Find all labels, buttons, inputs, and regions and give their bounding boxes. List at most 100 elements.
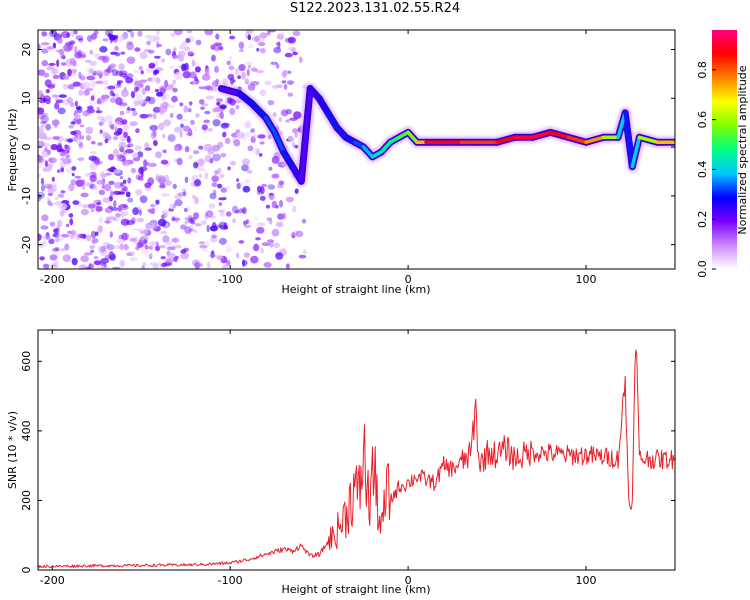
noise-blob	[250, 128, 256, 133]
noise-blob	[211, 182, 218, 188]
noise-blob	[109, 253, 116, 261]
noise-blob	[255, 237, 261, 241]
noise-blob	[206, 224, 210, 233]
noise-blob	[272, 62, 276, 69]
ridge-segment	[335, 125, 348, 140]
noise-blob	[218, 221, 227, 229]
noise-blob	[173, 126, 183, 133]
noise-blob	[98, 245, 102, 253]
noise-blob	[189, 71, 197, 79]
noise-blob	[56, 219, 63, 228]
noise-blob	[130, 167, 137, 174]
noise-blob	[129, 30, 134, 38]
noise-blob	[174, 146, 179, 152]
noise-blob	[205, 210, 214, 218]
noise-blob	[209, 192, 217, 200]
noise-blob	[80, 208, 89, 216]
noise-blob	[160, 193, 170, 197]
noise-blob	[222, 131, 227, 138]
colorbar: 0.0 0.2 0.4 0.6 0.8 Normalized spectral ampl…	[696, 30, 749, 278]
noise-blob	[49, 254, 58, 261]
noise-blob	[134, 86, 138, 93]
noise-blob	[247, 44, 255, 49]
noise-blob	[118, 141, 127, 149]
noise-blob	[41, 31, 48, 37]
noise-blob	[88, 262, 92, 269]
noise-blob	[95, 110, 103, 114]
noise-blob	[119, 70, 128, 76]
noise-blob	[163, 119, 171, 127]
noise-blob	[161, 95, 166, 102]
noise-blob	[105, 30, 114, 37]
noise-blob	[271, 228, 280, 237]
noise-blob	[105, 216, 110, 225]
noise-blob	[114, 126, 118, 133]
noise-blob	[45, 89, 50, 94]
noise-blob	[131, 251, 135, 256]
noise-blob	[160, 256, 166, 260]
noise-blob	[219, 173, 225, 179]
noise-blob	[288, 136, 295, 143]
ridge-segment	[219, 86, 241, 96]
noise-blob	[47, 32, 54, 39]
noise-blob	[235, 105, 240, 110]
noise-blob	[176, 113, 183, 120]
noise-blob	[235, 252, 240, 259]
noise-blob	[135, 189, 143, 196]
noise-blob	[95, 80, 104, 85]
noise-blob	[130, 91, 136, 99]
noise-blob	[67, 138, 73, 143]
noise-blob	[78, 71, 82, 79]
noise-blob	[188, 51, 193, 55]
noise-blob	[184, 220, 188, 225]
noise-blob	[94, 231, 99, 236]
noise-blob	[122, 119, 128, 125]
noise-blob	[89, 244, 95, 250]
noise-blob	[298, 56, 303, 64]
noise-blob	[89, 151, 97, 155]
noise-blob	[48, 157, 57, 164]
noise-blob	[129, 237, 136, 242]
noise-blob	[93, 184, 98, 191]
noise-blob	[102, 38, 109, 42]
noise-blob	[211, 175, 219, 183]
noise-blob	[41, 214, 49, 222]
noise-blob	[45, 45, 55, 52]
noise-blob	[47, 163, 52, 172]
noise-blob	[162, 149, 167, 154]
noise-blob	[145, 222, 153, 230]
noise-blob	[276, 63, 280, 69]
colorbar-tick-label: 0.8	[696, 61, 709, 79]
noise-blob	[216, 255, 224, 261]
noise-blob	[119, 239, 126, 243]
noise-blob	[198, 145, 204, 150]
ridge-segment	[495, 135, 517, 144]
noise-blob	[188, 228, 195, 232]
heatmap-x-tick-label: -200	[40, 273, 65, 286]
noise-blob	[44, 147, 48, 152]
noise-blob	[243, 179, 251, 184]
noise-blob	[110, 207, 119, 211]
noise-blob	[213, 44, 220, 52]
ridge-segment	[630, 135, 642, 169]
noise-blob	[116, 154, 125, 159]
noise-blob	[268, 193, 275, 201]
noise-blob	[140, 70, 144, 75]
noise-blob	[117, 127, 123, 135]
noise-blob	[126, 135, 131, 143]
noise-blob	[226, 185, 231, 191]
snr-y-axis-label: SNR (10 * v/v)	[6, 411, 19, 489]
noise-blob	[195, 223, 202, 227]
noise-blob	[74, 51, 83, 59]
noise-blob	[40, 177, 45, 186]
noise-blob	[165, 257, 174, 265]
noise-blob	[122, 125, 130, 131]
snr-y-tick-label: 200	[20, 490, 33, 511]
noise-blob	[63, 43, 72, 52]
noise-blob	[218, 202, 222, 206]
noise-blob	[292, 141, 296, 148]
noise-blob	[155, 241, 159, 246]
noise-blob	[191, 59, 195, 67]
noise-blob	[145, 85, 151, 92]
noise-blob	[113, 217, 119, 222]
